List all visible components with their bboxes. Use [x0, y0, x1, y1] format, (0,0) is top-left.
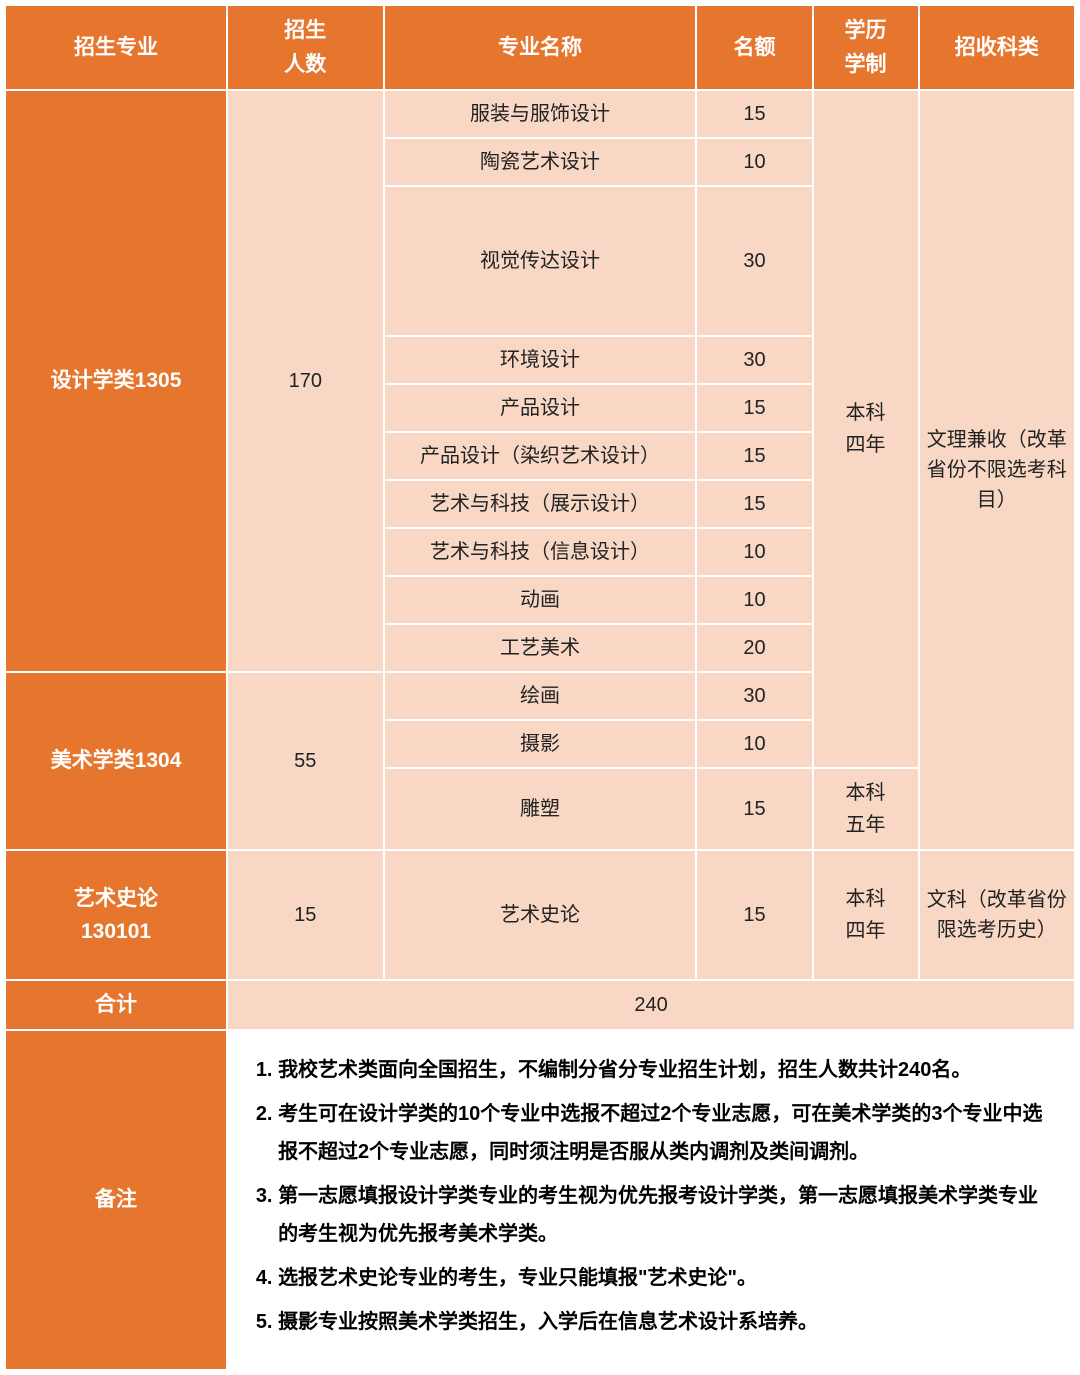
quota-cell: 15	[696, 480, 812, 528]
th-quota: 名额	[696, 5, 812, 90]
quota-cell: 30	[696, 336, 812, 384]
subject-arts-cell: 文科（改革省份限选考历史）	[919, 850, 1076, 980]
th-major-cat: 招生专业	[5, 5, 227, 90]
notes-label: 备注	[5, 1030, 227, 1370]
quota-cell: 15	[696, 768, 812, 850]
major-name-cell: 视觉传达设计	[384, 186, 697, 336]
major-name-cell: 动画	[384, 576, 697, 624]
cat1-count: 170	[227, 90, 383, 672]
th-enroll-count: 招生人数	[227, 5, 383, 90]
note-item: 选报艺术史论专业的考生，专业只能填报"艺术史论"。	[278, 1259, 1044, 1297]
header-row: 招生专业 招生人数 专业名称 名额 学历学制 招收科类	[5, 5, 1075, 90]
cat3-count: 15	[227, 850, 383, 980]
cat2-label: 美术学类1304	[5, 672, 227, 850]
cat3-label: 艺术史论130101	[5, 850, 227, 980]
quota-cell: 10	[696, 576, 812, 624]
degree-5y-cell: 本科五年	[813, 768, 919, 850]
th-subject-type: 招收科类	[919, 5, 1076, 90]
total-row: 合计 240	[5, 980, 1075, 1030]
quota-cell: 10	[696, 720, 812, 768]
major-name-cell: 产品设计	[384, 384, 697, 432]
note-item: 我校艺术类面向全国招生，不编制分省分专业招生计划，招生人数共计240名。	[278, 1051, 1044, 1089]
cat2-count: 55	[227, 672, 383, 850]
major-name-cell: 雕塑	[384, 768, 697, 850]
th-major-name: 专业名称	[384, 5, 697, 90]
total-value: 240	[227, 980, 1075, 1030]
major-name-cell: 艺术与科技（信息设计）	[384, 528, 697, 576]
subject-both-cell: 文理兼收（改革省份不限选考科目）	[919, 90, 1076, 850]
note-item: 第一志愿填报设计学类专业的考生视为优先报考设计学类，第一志愿填报美术学类专业的考…	[278, 1177, 1044, 1253]
major-name-cell: 环境设计	[384, 336, 697, 384]
major-name-cell: 艺术史论	[384, 850, 697, 980]
notes-cell: 我校艺术类面向全国招生，不编制分省分专业招生计划，招生人数共计240名。 考生可…	[227, 1030, 1075, 1370]
major-name-cell: 服装与服饰设计	[384, 90, 697, 138]
quota-cell: 30	[696, 672, 812, 720]
note-item: 考生可在设计学类的10个专业中选报不超过2个专业志愿，可在美术学类的3个专业中选…	[278, 1095, 1044, 1171]
quota-cell: 30	[696, 186, 812, 336]
major-name-cell: 工艺美术	[384, 624, 697, 672]
degree-4y-cell-2: 本科四年	[813, 850, 919, 980]
admissions-table: 招生专业 招生人数 专业名称 名额 学历学制 招收科类 设计学类1305 170…	[4, 4, 1076, 1371]
quota-cell: 10	[696, 138, 812, 186]
quota-cell: 15	[696, 850, 812, 980]
degree-4y-cell: 本科四年	[813, 90, 919, 768]
table-row: 艺术史论130101 15 艺术史论 15 本科四年 文科（改革省份限选考历史）	[5, 850, 1075, 980]
major-name-cell: 陶瓷艺术设计	[384, 138, 697, 186]
major-name-cell: 绘画	[384, 672, 697, 720]
th-degree-years: 学历学制	[813, 5, 919, 90]
notes-row: 备注 我校艺术类面向全国招生，不编制分省分专业招生计划，招生人数共计240名。 …	[5, 1030, 1075, 1370]
note-item: 摄影专业按照美术学类招生，入学后在信息艺术设计系培养。	[278, 1303, 1044, 1341]
cat1-label: 设计学类1305	[5, 90, 227, 672]
notes-list: 我校艺术类面向全国招生，不编制分省分专业招生计划，招生人数共计240名。 考生可…	[238, 1051, 1044, 1341]
quota-cell: 10	[696, 528, 812, 576]
total-label: 合计	[5, 980, 227, 1030]
quota-cell: 15	[696, 432, 812, 480]
quota-cell: 20	[696, 624, 812, 672]
major-name-cell: 产品设计（染织艺术设计）	[384, 432, 697, 480]
quota-cell: 15	[696, 90, 812, 138]
quota-cell: 15	[696, 384, 812, 432]
major-name-cell: 艺术与科技（展示设计）	[384, 480, 697, 528]
major-name-cell: 摄影	[384, 720, 697, 768]
table-row: 设计学类1305 170 服装与服饰设计 15 本科四年 文理兼收（改革省份不限…	[5, 90, 1075, 138]
